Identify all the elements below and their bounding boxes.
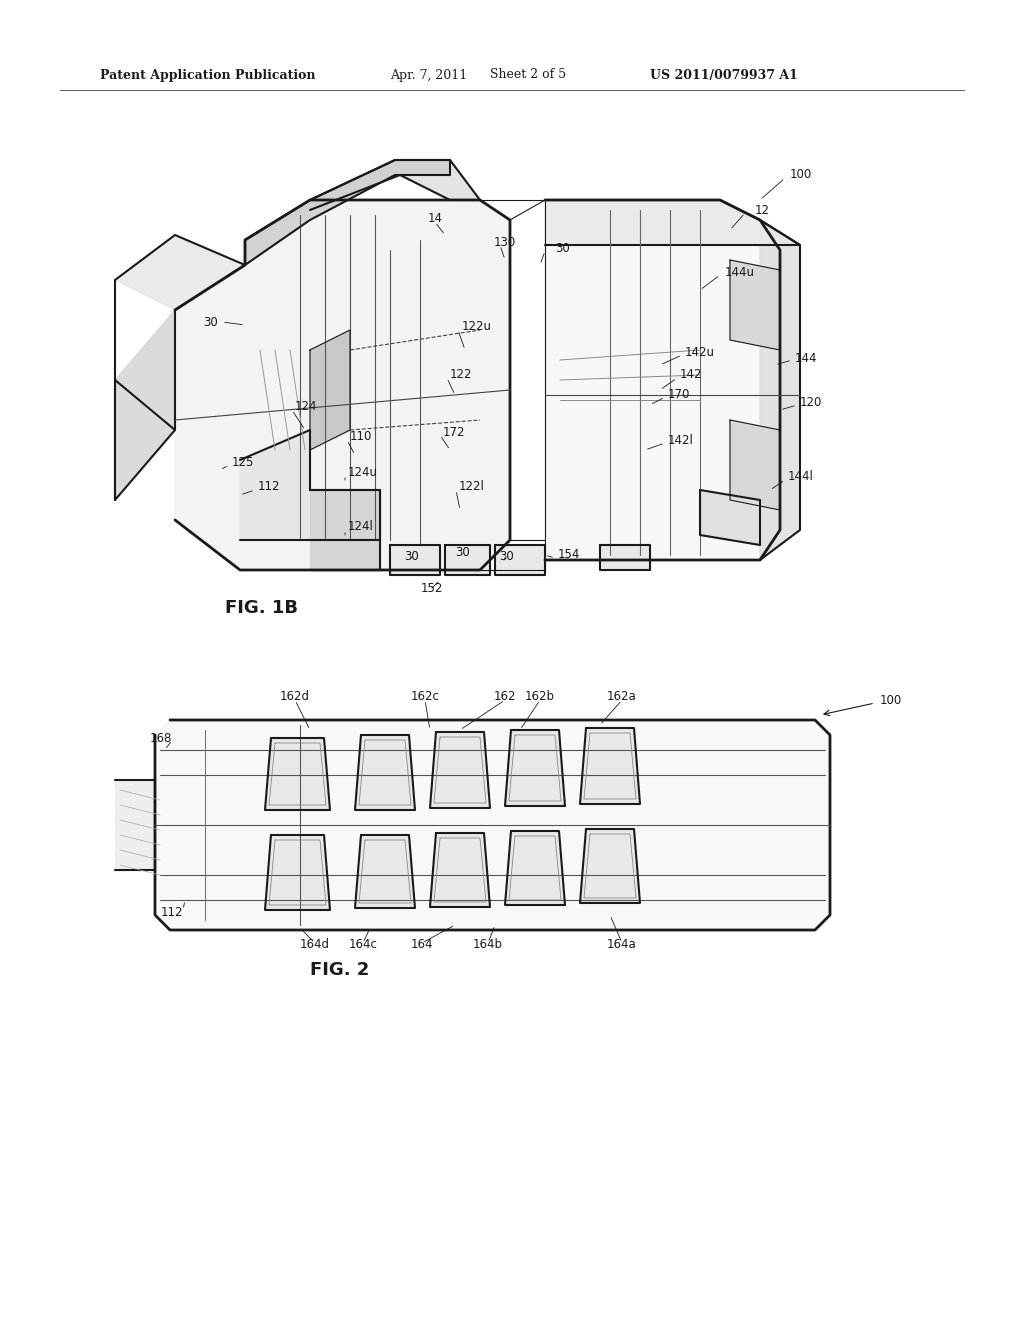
Polygon shape [265, 836, 330, 909]
Polygon shape [310, 330, 350, 450]
Text: 122u: 122u [462, 321, 492, 334]
Polygon shape [545, 201, 800, 246]
Text: 30: 30 [456, 545, 470, 558]
Text: 30: 30 [500, 550, 514, 564]
Text: 168: 168 [150, 731, 172, 744]
Polygon shape [430, 833, 490, 907]
Polygon shape [245, 160, 480, 240]
Polygon shape [495, 545, 545, 576]
Polygon shape [545, 201, 780, 560]
Text: Apr. 7, 2011: Apr. 7, 2011 [390, 69, 467, 82]
Text: Sheet 2 of 5: Sheet 2 of 5 [490, 69, 566, 82]
Polygon shape [430, 733, 490, 808]
Text: 172: 172 [443, 425, 466, 438]
Text: Patent Application Publication: Patent Application Publication [100, 69, 315, 82]
Text: 100: 100 [790, 169, 812, 181]
Polygon shape [240, 430, 380, 540]
Text: 164a: 164a [607, 939, 637, 952]
Text: 122l: 122l [459, 480, 485, 494]
Text: 142u: 142u [685, 346, 715, 359]
Polygon shape [505, 730, 565, 807]
Text: 144l: 144l [788, 470, 814, 483]
Text: 170: 170 [668, 388, 690, 401]
Text: FIG. 1B: FIG. 1B [225, 599, 298, 616]
Polygon shape [355, 836, 415, 908]
Text: 162: 162 [494, 690, 516, 704]
Text: 122: 122 [450, 368, 472, 381]
Polygon shape [505, 832, 565, 906]
Text: 164: 164 [411, 939, 433, 952]
Text: 14: 14 [427, 211, 442, 224]
Text: 152: 152 [421, 582, 443, 594]
Text: FIG. 2: FIG. 2 [310, 961, 370, 979]
Polygon shape [355, 735, 415, 810]
Text: 162c: 162c [411, 690, 439, 704]
Text: 144: 144 [795, 351, 817, 364]
Text: 142l: 142l [668, 433, 694, 446]
Text: 100: 100 [880, 693, 902, 706]
Text: 12: 12 [755, 203, 770, 216]
Text: 142: 142 [680, 368, 702, 381]
Text: 130: 130 [494, 235, 516, 248]
Polygon shape [155, 719, 830, 931]
Polygon shape [115, 780, 155, 870]
Text: 120: 120 [800, 396, 822, 408]
Polygon shape [245, 160, 450, 265]
Polygon shape [600, 545, 650, 570]
Polygon shape [760, 220, 800, 560]
Text: 30: 30 [555, 242, 569, 255]
Text: 110: 110 [350, 430, 373, 444]
Polygon shape [580, 729, 640, 804]
Polygon shape [115, 235, 245, 310]
Polygon shape [730, 260, 780, 350]
Text: 30: 30 [203, 315, 218, 329]
Text: US 2011/0079937 A1: US 2011/0079937 A1 [650, 69, 798, 82]
Text: 144u: 144u [725, 265, 755, 279]
Text: 162b: 162b [525, 690, 555, 704]
Text: 124l: 124l [348, 520, 374, 533]
Polygon shape [390, 545, 440, 576]
Polygon shape [265, 738, 330, 810]
Polygon shape [730, 420, 780, 510]
Text: 164c: 164c [348, 939, 378, 952]
Polygon shape [445, 545, 490, 576]
Text: 124: 124 [295, 400, 317, 413]
Polygon shape [115, 310, 175, 500]
Polygon shape [700, 490, 760, 545]
Text: 125: 125 [232, 455, 254, 469]
Text: 162d: 162d [280, 690, 310, 704]
Polygon shape [175, 201, 510, 570]
Text: 112: 112 [258, 480, 281, 494]
Text: 164d: 164d [300, 939, 330, 952]
Text: 30: 30 [404, 550, 420, 564]
Polygon shape [580, 829, 640, 903]
Text: 124u: 124u [348, 466, 378, 479]
Polygon shape [310, 490, 380, 570]
Text: 154: 154 [558, 549, 581, 561]
Text: 164b: 164b [473, 939, 503, 952]
Text: 162a: 162a [607, 690, 637, 704]
Text: 112: 112 [161, 906, 183, 919]
